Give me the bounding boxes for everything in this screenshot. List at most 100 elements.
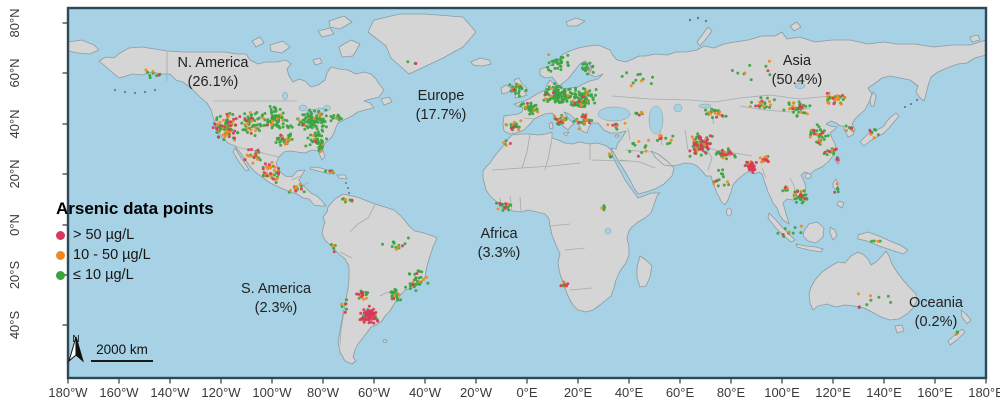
arsenic-point-orange [659,134,663,138]
arsenic-point-red [720,148,724,152]
arsenic-point-green [524,89,528,92]
lon-tick-label: 40°E [615,385,644,400]
arsenic-point-orange [644,149,648,153]
arsenic-point-red [294,189,298,193]
country-borders [166,51,831,346]
arsenic-point-red [714,179,718,183]
arsenic-point-green [254,123,258,127]
arsenic-point-green [231,113,235,116]
arsenic-point-orange [825,95,829,99]
arsenic-point-green [721,175,725,179]
region-name: S. America [240,281,312,298]
legend-dot-green [56,270,65,280]
arsenic-point-red [277,172,281,176]
arsenic-point-green [822,129,826,133]
arsenic-point-green [297,123,301,127]
arsenic-point-orange [826,101,830,104]
arsenic-point-orange [249,128,253,132]
arsenic-point-red [249,131,253,135]
arsenic-point-green [865,303,869,307]
arsenic-point-orange [311,134,315,137]
arsenic-point-green [381,242,384,246]
arsenic-point-green [668,141,672,145]
arsenic-point-green [414,282,418,286]
arsenic-point-red [798,106,801,109]
arsenic-point-green [552,89,556,92]
landmass-iceland [470,57,492,67]
landmass-hainan [804,173,812,179]
arsenic-point-green [393,287,397,291]
arsenic-point-orange [669,138,673,142]
arsenic-point-orange [579,104,583,108]
arsenic-point-red [720,113,724,117]
arsenic-point-green [555,58,559,62]
arsenic-point-green [309,118,313,122]
arsenic-point-red [234,117,238,121]
arsenic-point-green [710,107,714,111]
legend-label-low: ≤ 10 µg/L [73,267,134,283]
arsenic-point-green [250,125,254,129]
arsenic-point-green [501,208,505,212]
arsenic-point-green [581,113,585,117]
arsenic-point-orange [261,116,265,120]
arsenic-point-green [318,145,322,149]
arsenic-point-green [584,69,587,73]
arsenic-point-green [517,94,521,98]
arsenic-point-green [634,78,638,82]
arsenic-point-red [370,309,374,313]
arsenic-point-green [574,88,578,92]
arsenic-point-orange [640,111,644,115]
arsenic-point-green [593,101,597,105]
arsenic-point-orange [760,160,764,164]
arsenic-point-green [559,61,563,65]
arsenic-point-green [408,282,412,286]
arsenic-point-green [561,56,565,59]
arsenic-point-orange [268,166,272,170]
arsenic-point-red [272,177,276,181]
arsenic-point-green [566,53,570,57]
arsenic-point-red [754,104,758,108]
arsenic-point-green [560,97,564,101]
arsenic-point-green [847,126,851,129]
landmass-java [795,243,824,253]
arsenic-point-green [529,106,533,110]
landmass-africa [482,131,661,313]
arsenic-point-orange [245,126,249,130]
arsenic-point-red [243,117,247,121]
arsenic-point-orange [397,293,401,297]
arsenic-point-red [277,167,281,170]
arsenic-point-green [567,88,571,91]
arsenic-point-red [252,155,256,159]
arsenic-point-green [263,112,267,115]
region-label-s-america: S. America (2.3%) [241,280,311,318]
arsenic-point-green [279,143,283,147]
arsenic-point-orange [566,94,570,97]
arsenic-point-green [792,110,795,114]
region-label-asia: Asia (50.4%) [772,52,823,90]
arsenic-point-green [836,190,840,194]
arsenic-point-orange [718,110,722,114]
landmass-wrangel [969,34,981,43]
landmass-sri-lanka [726,207,732,217]
arsenic-point-orange [639,79,643,83]
arsenic-point-green [736,71,740,75]
arsenic-point-green [324,108,328,112]
lon-tick-label: 60°E [666,385,695,400]
arsenic-point-green [268,105,272,108]
arsenic-point-red [583,115,587,119]
arsenic-point-red [577,100,581,104]
arsenic-point-red [363,317,367,320]
arsenic-point-red [367,312,371,316]
arsenic-point-green [345,298,348,302]
arsenic-point-red [302,122,305,126]
legend-title: Arsenic data points [56,199,214,218]
arsenic-point-green [528,112,532,116]
arsenic-point-red [611,123,615,127]
landmass-newfoundland [380,96,393,106]
arsenic-point-green [787,101,791,105]
arsenic-point-orange [285,140,289,144]
arsenic-point-green [408,272,412,276]
arsenic-point-red [234,123,238,127]
arsenic-point-green [620,74,624,78]
lat-tick-label: 40°S [7,311,22,340]
